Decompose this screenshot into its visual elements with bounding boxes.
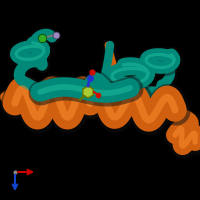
Polygon shape (83, 86, 93, 98)
